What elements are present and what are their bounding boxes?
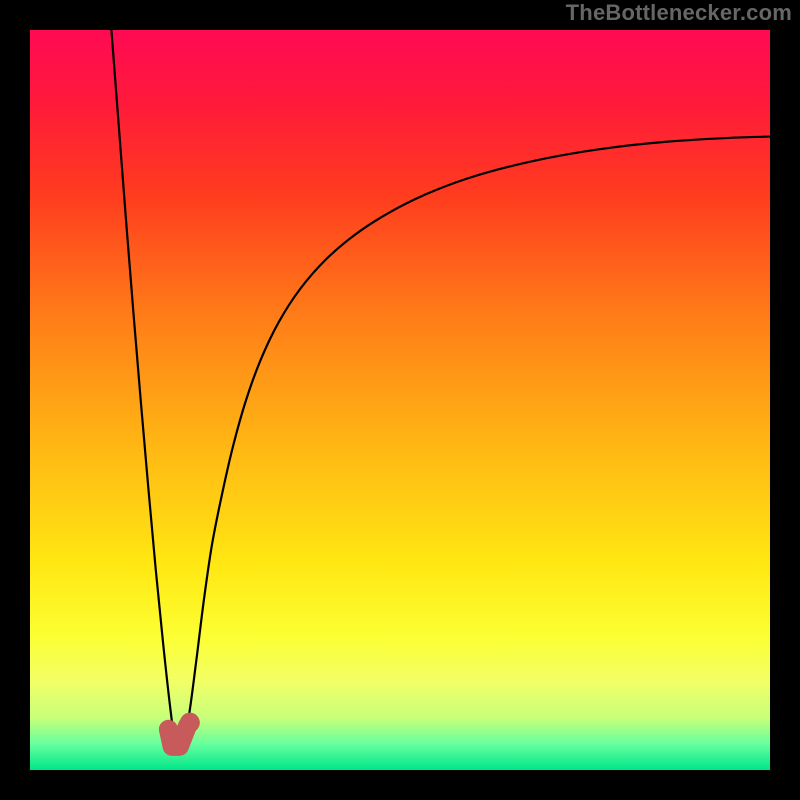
bottleneck-chart [0,0,800,800]
optimum-marker-dot [180,713,200,733]
chart-container: TheBottlenecker.com [0,0,800,800]
watermark-text: TheBottlenecker.com [566,0,792,26]
